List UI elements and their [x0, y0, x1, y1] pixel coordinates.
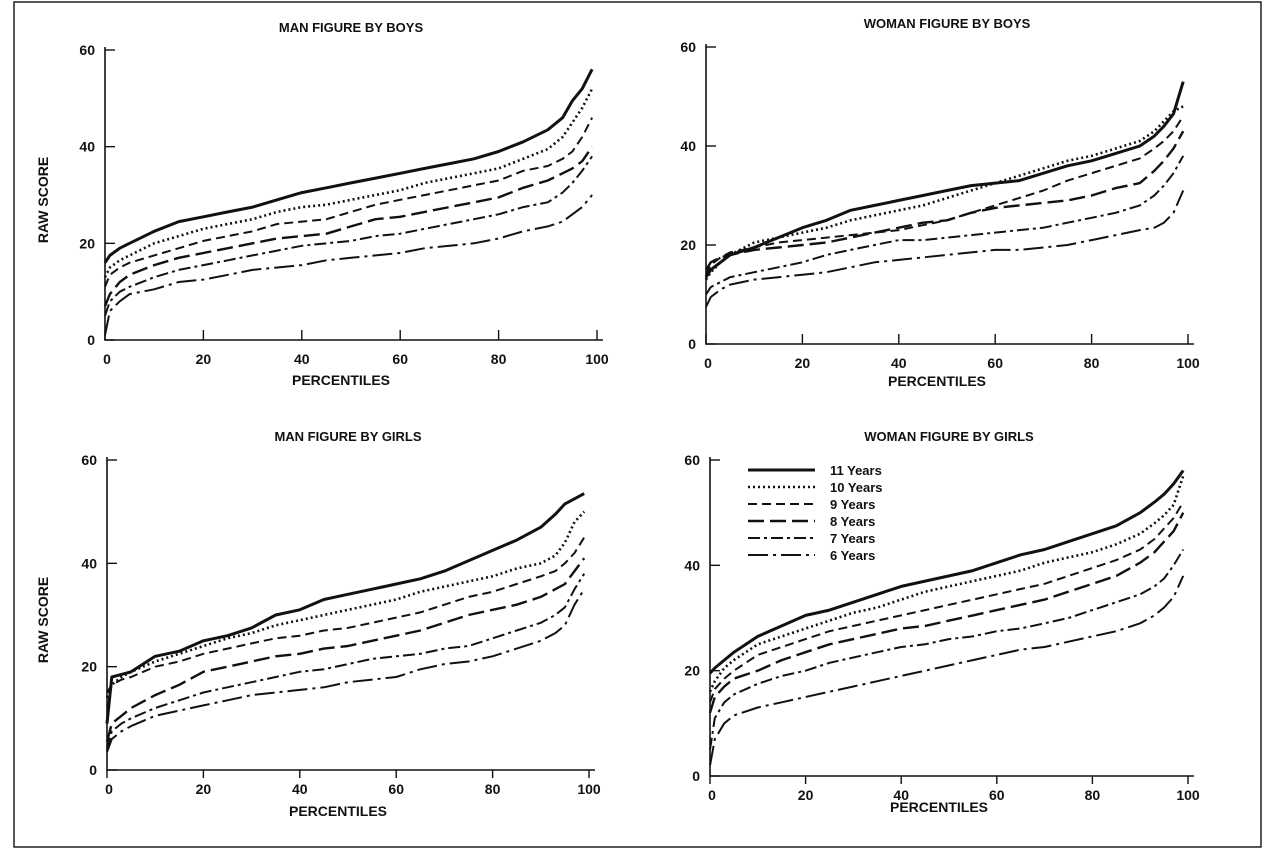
x-axis-label: PERCENTILES	[289, 803, 387, 819]
x-tick-label: 0	[105, 781, 113, 797]
x-tick-label: 100	[1176, 787, 1200, 803]
y-tick-label: 20	[684, 663, 700, 679]
series-line-6-years	[709, 575, 1185, 766]
x-tick-label: 80	[485, 781, 501, 797]
y-tick-label: 60	[684, 452, 700, 468]
x-axis-label: PERCENTILES	[890, 799, 988, 815]
x-tick-label: 20	[798, 787, 814, 803]
y-tick-label: 40	[684, 557, 700, 573]
x-tick-label: 0	[708, 787, 716, 803]
series-line-11-years	[103, 68, 594, 264]
legend-label: 7 Years	[830, 531, 875, 546]
y-tick-label: 20	[81, 659, 97, 675]
series-line-9-years	[104, 117, 593, 288]
x-tick-label: 20	[196, 781, 212, 797]
y-tick-label: 20	[79, 235, 95, 251]
series-line-6-years	[104, 194, 593, 336]
legend: 11 Years 10 Years 9 Years 8 Years 7 Years 6 Y…	[748, 463, 883, 563]
x-axis-label: PERCENTILES	[292, 372, 390, 388]
legend-label: 9 Years	[830, 497, 875, 512]
figure-frame	[13, 1, 1262, 848]
chart-title: MAN FIGURE BY GIRLS	[274, 429, 421, 444]
series-line-11-years	[708, 469, 1185, 675]
x-tick-label: 60	[388, 781, 404, 797]
chart-panel-4: WOMAN FIGURE BY GIRLS 0 20 40 60 0 20 40 60 80 100…	[684, 429, 1199, 815]
series-line-7-years	[104, 155, 593, 317]
series-line-8-years	[704, 130, 1185, 271]
chart-title: WOMAN FIGURE BY BOYS	[864, 16, 1031, 31]
x-tick-label: 40	[294, 351, 310, 367]
series-line-8-years	[105, 557, 586, 742]
y-tick-label: 40	[81, 555, 97, 571]
x-tick-label: 100	[577, 781, 601, 797]
x-tick-label: 40	[292, 781, 308, 797]
y-tick-label: 60	[79, 42, 95, 58]
x-tick-label: 20	[795, 355, 811, 371]
series-line-10-years	[704, 105, 1184, 281]
series-line-10-years	[103, 88, 594, 278]
legend-label: 10 Years	[830, 480, 883, 495]
series-line-6-years	[106, 588, 586, 753]
y-tick-label: 0	[692, 768, 700, 784]
y-tick-label: 0	[89, 762, 97, 778]
series-line-7-years	[106, 573, 586, 750]
chart-title: WOMAN FIGURE BY GIRLS	[864, 429, 1034, 444]
chart-panel-2: WOMAN FIGURE BY BOYS 0 20 40 60 0 20 40 60 80 100 P…	[680, 16, 1199, 389]
x-tick-label: 20	[196, 351, 212, 367]
x-tick-label: 0	[704, 355, 712, 371]
series-line-10-years	[105, 510, 586, 699]
series-line-6-years	[705, 190, 1185, 308]
x-tick-label: 40	[891, 355, 907, 371]
series-line-11-years	[105, 492, 585, 724]
x-axis-label: PERCENTILES	[888, 373, 986, 389]
series-line-7-years	[709, 548, 1185, 750]
x-tick-label: 100	[585, 351, 609, 367]
x-tick-label: 100	[1176, 355, 1200, 371]
x-tick-label: 40	[893, 787, 909, 803]
y-tick-label: 60	[680, 39, 696, 55]
chart-panel-1: MAN FIGURE BY BOYS 0 20 40 60 0 20 40 60 80 100 PER…	[35, 20, 609, 388]
y-tick-label: 40	[680, 138, 696, 154]
chart-title: MAN FIGURE BY BOYS	[279, 20, 424, 35]
panels: MAN FIGURE BY BOYS 0 20 40 60 0 20 40 60 80 100 PER…	[35, 16, 1200, 819]
y-tick-label: 60	[81, 452, 97, 468]
y-axis-label: RAW SCORE	[35, 577, 51, 663]
series-line-9-years	[106, 536, 586, 694]
y-tick-label: 20	[680, 237, 696, 253]
axis-lines	[106, 457, 595, 771]
chart-panel-3: MAN FIGURE BY GIRLS 0 20 40 60 0 20 40 60 80 100 PE…	[35, 429, 601, 819]
series-line-7-years	[705, 155, 1185, 296]
x-tick-label: 60	[987, 355, 1003, 371]
y-axis-label: RAW SCORE	[35, 157, 51, 243]
series-line-8-years	[103, 146, 594, 307]
series-line-9-years	[709, 501, 1185, 703]
axis-lines	[705, 44, 1194, 345]
legend-label: 8 Years	[830, 514, 875, 529]
y-tick-label: 0	[688, 336, 696, 352]
x-tick-label: 0	[103, 351, 111, 367]
legend-label: 11 Years	[830, 463, 882, 478]
x-tick-label: 60	[989, 787, 1005, 803]
axis-lines	[104, 47, 603, 341]
series-line-9-years	[705, 115, 1185, 276]
y-tick-label: 40	[79, 139, 95, 155]
x-tick-label: 80	[1085, 787, 1101, 803]
series-line-8-years	[708, 512, 1185, 714]
y-tick-label: 0	[87, 332, 95, 348]
x-tick-label: 60	[392, 351, 408, 367]
x-tick-label: 80	[1084, 355, 1100, 371]
legend-label: 6 Years	[830, 548, 875, 563]
x-tick-label: 80	[491, 351, 507, 367]
